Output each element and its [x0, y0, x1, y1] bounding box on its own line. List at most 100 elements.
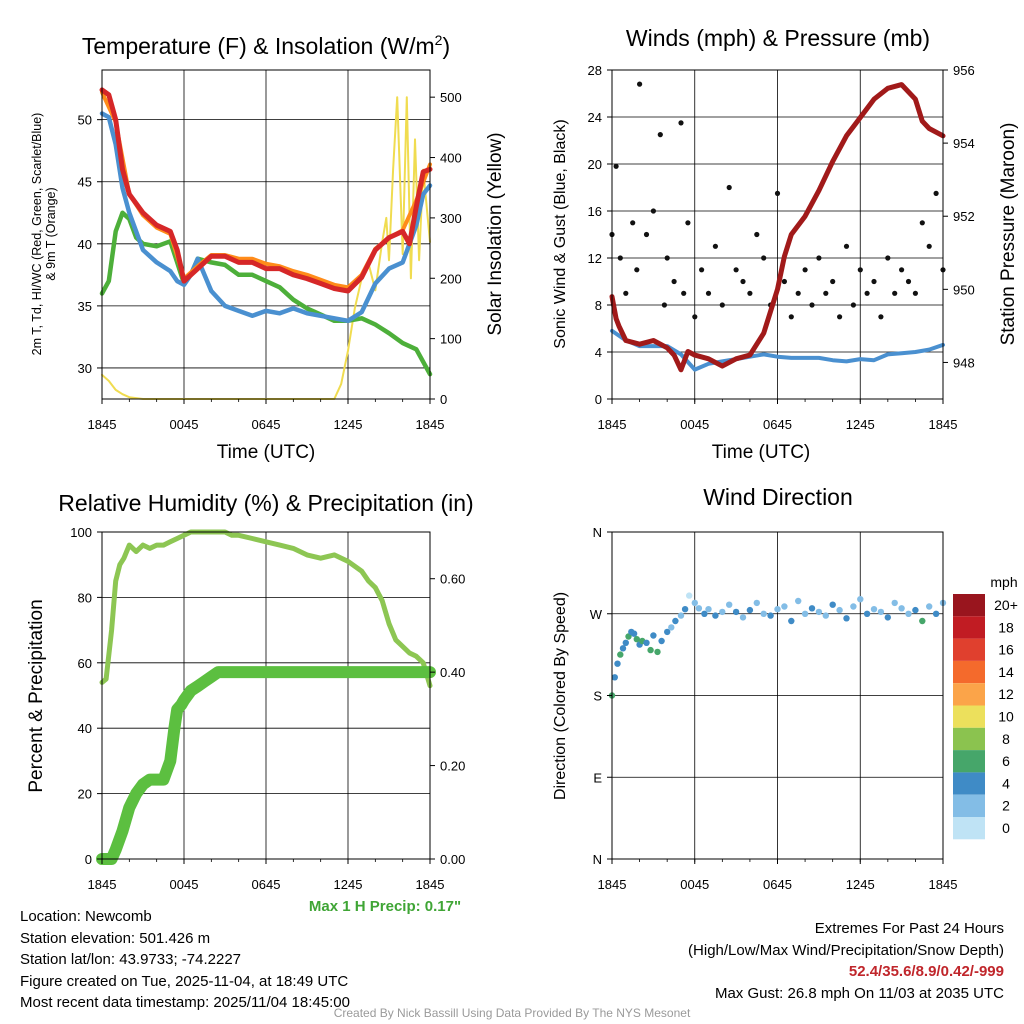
- gust-point: [781, 278, 788, 285]
- direction-point: [726, 601, 733, 608]
- direction-point: [732, 608, 740, 616]
- gust-point: [885, 255, 891, 261]
- direction-point: [870, 606, 878, 613]
- gust-point: [630, 220, 636, 226]
- gust-point: [802, 267, 808, 273]
- direction-point: [614, 660, 621, 667]
- direction-point: [633, 636, 640, 643]
- gust-point: [699, 267, 705, 273]
- y-tick-label: N: [593, 852, 602, 867]
- direction-point: [760, 610, 767, 617]
- y2-tick-label: 0.20: [440, 759, 465, 774]
- direction-point: [774, 606, 781, 613]
- temperature-title: Temperature (F) & Insolation (W/m2): [82, 32, 450, 59]
- legend-swatch: [953, 616, 985, 639]
- direction-point: [677, 612, 685, 619]
- y2-tick-label: 500: [440, 90, 462, 105]
- y2-tick-label: 956: [953, 63, 975, 78]
- direction-point: [630, 630, 638, 637]
- credit-line: Created By Nick Bassill Using Data Provi…: [333, 1006, 691, 1020]
- direction-point: [695, 605, 703, 612]
- x-tick-label: 1845: [88, 877, 117, 892]
- humidity-tick-labels: 1845 0045 0645 1245 1845 0 20 40 60 80 100 0.00 0.20…: [70, 525, 465, 892]
- direction-point: [701, 610, 708, 617]
- legend-title: mph: [990, 574, 1017, 590]
- gust-point: [816, 255, 822, 261]
- y-tick-label: 24: [588, 110, 602, 125]
- gust-point: [823, 290, 829, 296]
- y-tick-label: 100: [70, 525, 92, 540]
- y-tick-label: N: [593, 525, 602, 540]
- gust-point: [830, 278, 836, 285]
- direction-point: [719, 608, 726, 616]
- humidity-panel: Relative Humidity (%) & Precipitation (i…: [26, 490, 474, 915]
- humidity-grid: [101, 531, 431, 860]
- y-tick-label: S: [593, 689, 602, 704]
- x-tick-label: 1845: [416, 877, 445, 892]
- x-tick-label: 1845: [929, 877, 958, 892]
- y-tick-label: 30: [78, 361, 92, 376]
- y-tick-label: 16: [588, 204, 602, 219]
- direction-point: [863, 610, 871, 617]
- x-tick-label: 0645: [763, 877, 792, 892]
- y-tick-label: 20: [588, 157, 602, 172]
- gust-point: [809, 302, 815, 308]
- y-tick-label: 20: [78, 787, 92, 802]
- winds-grid: [611, 69, 944, 400]
- x-tick-label: 1845: [929, 417, 958, 432]
- extremes-values: 52.4/35.6/8.9/0.42/-999: [848, 963, 1004, 980]
- direction-point: [815, 608, 823, 616]
- gust-point: [919, 220, 925, 226]
- y2-tick-label: 0.40: [440, 665, 465, 680]
- max-precip-annotation: Max 1 H Precip: 0.17": [309, 898, 461, 915]
- x-tick-label: 0045: [170, 877, 199, 892]
- gust-point: [774, 190, 781, 196]
- direction-point: [654, 648, 661, 656]
- extremes-description: (High/Low/Max Wind/Precipitation/Snow De…: [688, 941, 1004, 959]
- legend-label: 2: [1002, 798, 1010, 814]
- gust-point: [733, 267, 739, 273]
- gust-point: [692, 314, 698, 320]
- legend-label: 0: [1002, 820, 1010, 836]
- humidity-series: [96, 529, 436, 865]
- gust-point: [617, 255, 623, 261]
- direction-point: [795, 597, 802, 605]
- x-tick-label: 1845: [88, 417, 117, 432]
- legend-label: 6: [1002, 753, 1010, 769]
- temperature-ylabel-line2: & 9m T (Orange): [44, 187, 58, 280]
- gust-point: [650, 208, 657, 214]
- y2-tick-label: 0.60: [440, 572, 465, 587]
- legend-label: 20+: [994, 597, 1018, 613]
- insolation-ylabel: Solar Insolation (Yellow): [485, 132, 506, 335]
- x-tick-label: 0645: [252, 417, 281, 432]
- y2-tick-label: 950: [953, 282, 975, 297]
- y2-tick-label: 100: [440, 332, 462, 347]
- gust-point: [634, 267, 640, 273]
- direction-point: [898, 605, 905, 612]
- relative-humidity-line: [99, 529, 433, 689]
- direction-point: [617, 651, 624, 658]
- humidity-ylabel: Percent & Precipitation: [26, 599, 47, 792]
- y-tick-label: 40: [78, 721, 92, 736]
- direction-point: [919, 617, 926, 625]
- gust-point: [643, 231, 650, 238]
- gust-point: [926, 243, 932, 249]
- direction-point: [836, 606, 843, 614]
- y-tick-label: 45: [78, 175, 92, 190]
- y2-tick-label: 0.00: [440, 852, 465, 867]
- x-tick-label: 0645: [252, 877, 281, 892]
- legend-label: 16: [998, 642, 1014, 658]
- x-tick-label: 1845: [416, 417, 445, 432]
- legend-label: 4: [1002, 775, 1010, 791]
- station-info: Location: Newcomb Station elevation: 501…: [20, 906, 350, 1014]
- gust-point: [678, 120, 684, 126]
- x-tick-label: 1245: [846, 417, 875, 432]
- legend-swatch: [953, 727, 985, 751]
- direction-point: [753, 599, 760, 607]
- station-latlon: Station lat/lon: 43.9733; -74.2227: [20, 951, 242, 968]
- winds-title: Winds (mph) & Pressure (mb): [626, 25, 930, 51]
- y2-tick-label: 200: [440, 271, 462, 286]
- x-tick-label: 1245: [846, 877, 875, 892]
- y2-tick-label: 954: [953, 136, 975, 151]
